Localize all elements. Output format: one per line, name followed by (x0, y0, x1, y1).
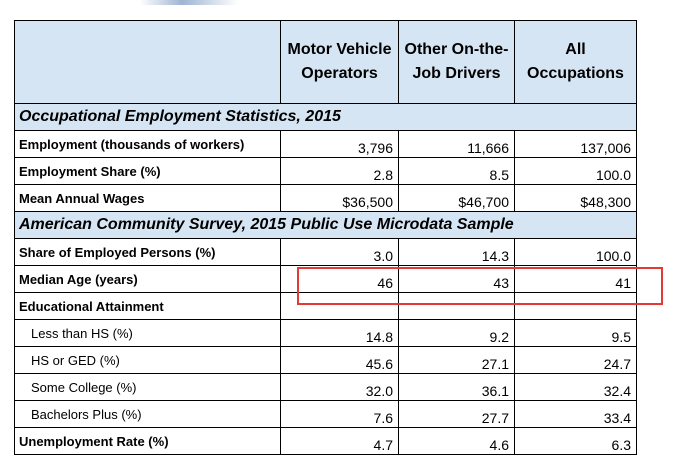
row-label: Less than HS (%) (14, 319, 281, 347)
cell-value: $48,300 (514, 184, 637, 212)
column-header-other-drivers: Other On-the-Job Drivers (398, 20, 515, 104)
table-row: Less than HS (%) 14.8 9.2 9.5 (14, 319, 637, 347)
cell-value: $46,700 (398, 184, 515, 212)
cell-value: $36,500 (280, 184, 399, 212)
cell-value: 9.2 (398, 319, 515, 347)
cell-value: 100.0 (514, 238, 637, 266)
cell-value: 11,666 (398, 130, 515, 158)
column-header-all-occupations: All Occupations (514, 20, 637, 104)
top-decoration (0, 0, 700, 5)
cell-value: 14.3 (398, 238, 515, 266)
row-label: Employment (thousands of workers) (14, 130, 281, 158)
cell-value: 4.6 (398, 427, 515, 455)
cell-value: 3.0 (280, 238, 399, 266)
cell-value: 14.8 (280, 319, 399, 347)
cell-value: 27.7 (398, 400, 515, 428)
cell-value: 41 (514, 265, 637, 293)
cell-value: 32.4 (514, 373, 637, 401)
table-row: Unemployment Rate (%) 4.7 4.6 6.3 (14, 427, 637, 455)
row-label: Median Age (years) (14, 265, 281, 293)
section-header-oes: Occupational Employment Statistics, 2015 (14, 103, 637, 131)
cell-value: 4.7 (280, 427, 399, 455)
table-row: Mean Annual Wages $36,500 $46,700 $48,30… (14, 184, 637, 212)
cell-value: 36.1 (398, 373, 515, 401)
cell-value: 45.6 (280, 346, 399, 374)
table-row: Median Age (years) 46 43 41 (14, 265, 637, 293)
column-header-motor-vehicle-operators: Motor Vehicle Operators (280, 20, 399, 104)
cell-value: 27.1 (398, 346, 515, 374)
row-label: Bachelors Plus (%) (14, 400, 281, 428)
row-label: Share of Employed Persons (%) (14, 238, 281, 266)
median-age-highlight-box (297, 267, 663, 305)
table-row: Educational Attainment (14, 292, 637, 320)
cell-value: 7.6 (280, 400, 399, 428)
header-blank-cell (14, 20, 281, 104)
table-row: Employment Share (%) 2.8 8.5 100.0 (14, 157, 637, 185)
row-label: Unemployment Rate (%) (14, 427, 281, 455)
cell-value: 33.4 (514, 400, 637, 428)
cell-value (398, 292, 515, 320)
cell-value: 137,006 (514, 130, 637, 158)
statistics-table: Motor Vehicle Operators Other On-the-Job… (14, 20, 637, 455)
cell-value: 100.0 (514, 157, 637, 185)
row-label: Employment Share (%) (14, 157, 281, 185)
table-row: Some College (%) 32.0 36.1 32.4 (14, 373, 637, 401)
cell-value: 2.8 (280, 157, 399, 185)
section-header-acs: American Community Survey, 2015 Public U… (14, 211, 637, 239)
row-label: Some College (%) (14, 373, 281, 401)
section-title: American Community Survey, 2015 Public U… (14, 211, 637, 239)
cell-value: 6.3 (514, 427, 637, 455)
cell-value: 3,796 (280, 130, 399, 158)
cell-value: 8.5 (398, 157, 515, 185)
header-row: Motor Vehicle Operators Other On-the-Job… (14, 20, 637, 104)
row-label: Mean Annual Wages (14, 184, 281, 212)
cell-value: 46 (280, 265, 399, 293)
table-row: HS or GED (%) 45.6 27.1 24.7 (14, 346, 637, 374)
table-row: Bachelors Plus (%) 7.6 27.7 33.4 (14, 400, 637, 428)
cell-value: 32.0 (280, 373, 399, 401)
row-label: HS or GED (%) (14, 346, 281, 374)
cell-value: 24.7 (514, 346, 637, 374)
cell-value: 9.5 (514, 319, 637, 347)
section-title: Occupational Employment Statistics, 2015 (14, 103, 637, 131)
row-label: Educational Attainment (14, 292, 281, 320)
table-row: Employment (thousands of workers) 3,796 … (14, 130, 637, 158)
table-row: Share of Employed Persons (%) 3.0 14.3 1… (14, 238, 637, 266)
